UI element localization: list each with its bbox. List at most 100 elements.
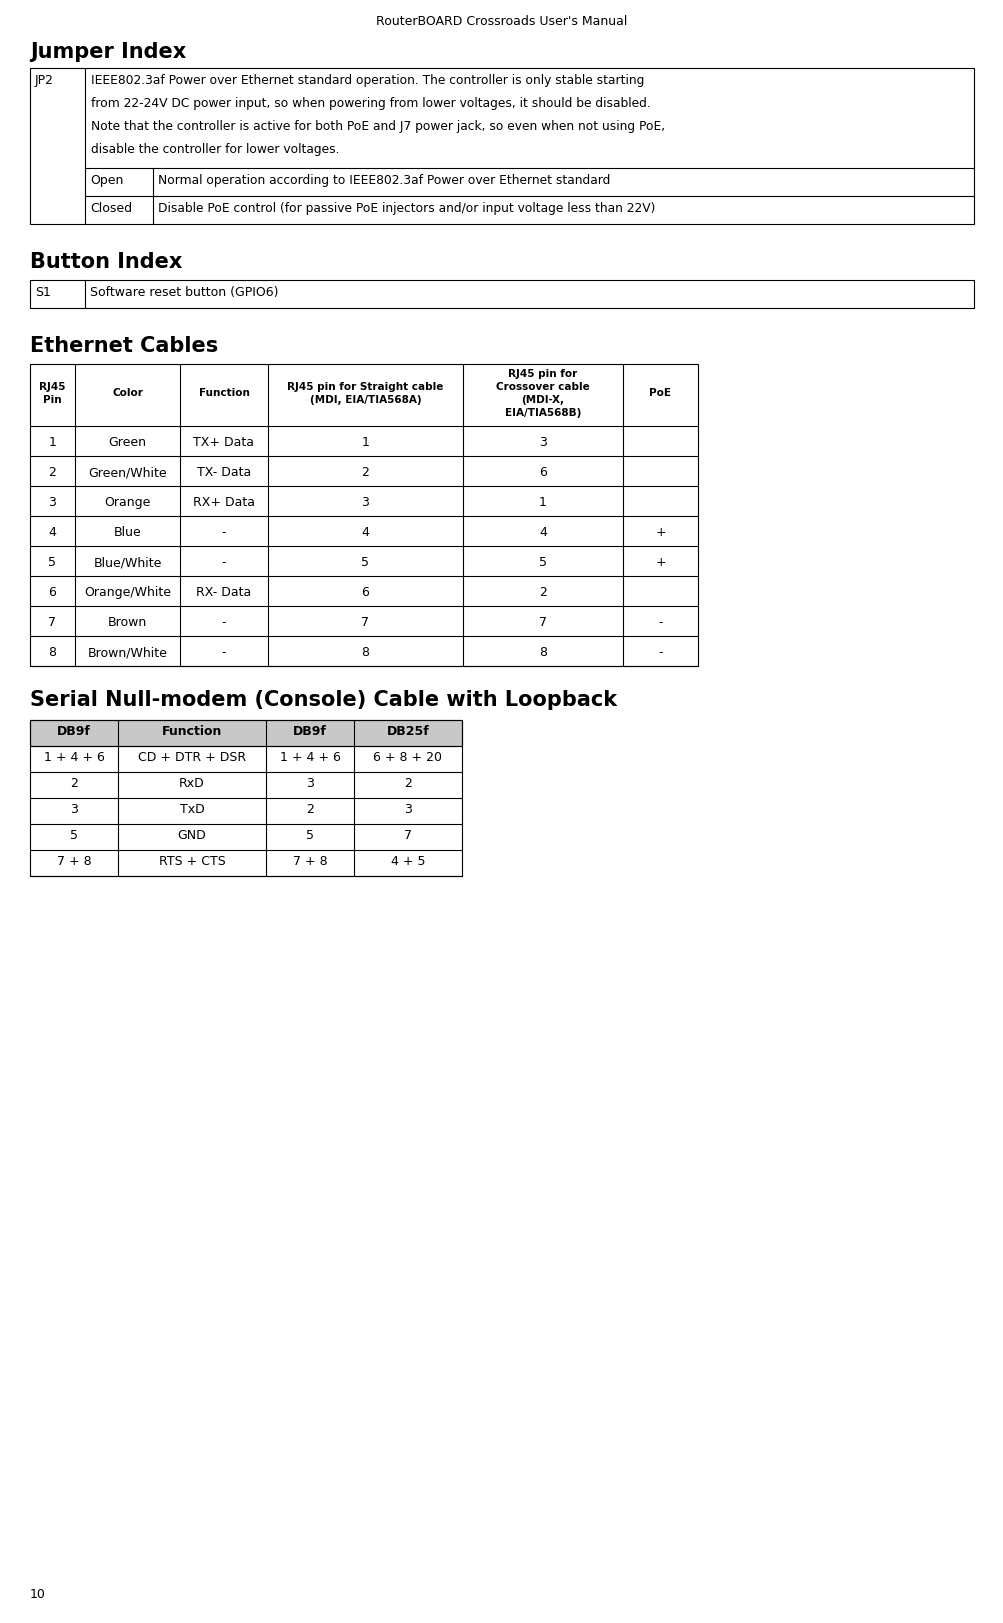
- Text: 5: 5: [306, 829, 314, 842]
- Text: Green: Green: [108, 437, 146, 450]
- Text: +: +: [655, 526, 665, 539]
- Text: Button Index: Button Index: [30, 252, 183, 273]
- Text: Serial Null-modem (Console) Cable with Loopback: Serial Null-modem (Console) Cable with L…: [30, 690, 617, 709]
- Text: RJ45: RJ45: [39, 381, 65, 393]
- Text: 7 + 8: 7 + 8: [293, 855, 327, 868]
- Text: DB9f: DB9f: [57, 725, 91, 738]
- Text: 6 + 8 + 20: 6 + 8 + 20: [373, 751, 442, 764]
- Text: 7: 7: [403, 829, 411, 842]
- Text: Brown: Brown: [107, 617, 147, 630]
- Text: Function: Function: [199, 388, 249, 399]
- Text: Color: Color: [112, 388, 142, 399]
- Text: 3: 3: [361, 497, 369, 510]
- Text: TX+ Data: TX+ Data: [194, 437, 254, 450]
- Text: 5: 5: [70, 829, 78, 842]
- Text: 7 + 8: 7 + 8: [56, 855, 91, 868]
- Text: 6: 6: [539, 466, 547, 479]
- Text: 7: 7: [361, 617, 369, 630]
- Text: 5: 5: [361, 557, 369, 570]
- Bar: [30, 281, 973, 308]
- Text: Jumper Index: Jumper Index: [30, 42, 187, 62]
- Text: 2: 2: [361, 466, 369, 479]
- Text: -: -: [222, 526, 226, 539]
- Text: disable the controller for lower voltages.: disable the controller for lower voltage…: [91, 143, 339, 156]
- Text: 3: 3: [70, 803, 78, 816]
- Text: 1 + 4 + 6: 1 + 4 + 6: [43, 751, 104, 764]
- Text: RJ45 pin for: RJ45 pin for: [508, 368, 577, 380]
- Text: Green/White: Green/White: [88, 466, 166, 479]
- Text: 5: 5: [539, 557, 547, 570]
- Text: 3: 3: [306, 777, 314, 790]
- Text: 3: 3: [403, 803, 411, 816]
- Text: RTS + CTS: RTS + CTS: [158, 855, 225, 868]
- Text: 2: 2: [403, 777, 411, 790]
- Text: EIA/TIA568B): EIA/TIA568B): [505, 407, 581, 419]
- Text: 1 + 4 + 6: 1 + 4 + 6: [279, 751, 340, 764]
- Text: S1: S1: [35, 286, 51, 299]
- Text: Function: Function: [161, 725, 222, 738]
- Bar: [30, 68, 973, 224]
- Text: 4: 4: [361, 526, 369, 539]
- Bar: [30, 721, 461, 876]
- Text: 7: 7: [539, 617, 547, 630]
- Text: Normal operation according to IEEE802.3af Power over Ethernet standard: Normal operation according to IEEE802.3a…: [157, 174, 610, 187]
- Text: 6: 6: [361, 586, 369, 599]
- Text: 1: 1: [48, 437, 56, 450]
- Text: (MDI-X,: (MDI-X,: [521, 394, 564, 406]
- Text: Pin: Pin: [43, 394, 62, 406]
- Text: RxD: RxD: [179, 777, 205, 790]
- Text: CD + DTR + DSR: CD + DTR + DSR: [137, 751, 246, 764]
- Text: RX- Data: RX- Data: [197, 586, 252, 599]
- Text: 3: 3: [539, 437, 547, 450]
- Text: JP2: JP2: [35, 75, 54, 88]
- Text: 1: 1: [539, 497, 547, 510]
- Text: 6: 6: [48, 586, 56, 599]
- Text: Open: Open: [90, 174, 123, 187]
- Text: Crossover cable: Crossover cable: [495, 381, 590, 393]
- Text: Orange/White: Orange/White: [84, 586, 171, 599]
- Text: TX- Data: TX- Data: [197, 466, 251, 479]
- Text: RJ45 pin for Straight cable: RJ45 pin for Straight cable: [287, 381, 443, 393]
- Bar: [30, 364, 697, 665]
- Bar: [30, 721, 461, 747]
- Text: 8: 8: [48, 646, 56, 659]
- Text: Software reset button (GPIO6): Software reset button (GPIO6): [90, 286, 278, 299]
- Text: DB9f: DB9f: [293, 725, 327, 738]
- Text: Blue/White: Blue/White: [93, 557, 161, 570]
- Text: 4: 4: [48, 526, 56, 539]
- Text: 2: 2: [306, 803, 314, 816]
- Text: RX+ Data: RX+ Data: [193, 497, 255, 510]
- Text: -: -: [222, 617, 226, 630]
- Text: 2: 2: [539, 586, 547, 599]
- Text: Closed: Closed: [90, 201, 132, 214]
- Text: 2: 2: [48, 466, 56, 479]
- Text: 1: 1: [361, 437, 369, 450]
- Text: 5: 5: [48, 557, 56, 570]
- Text: 8: 8: [361, 646, 369, 659]
- Text: +: +: [655, 557, 665, 570]
- Text: 4 + 5: 4 + 5: [390, 855, 425, 868]
- Text: Orange: Orange: [104, 497, 150, 510]
- Text: Note that the controller is active for both PoE and J7 power jack, so even when : Note that the controller is active for b…: [91, 120, 664, 133]
- Text: Brown/White: Brown/White: [87, 646, 168, 659]
- Text: PoE: PoE: [649, 388, 671, 399]
- Text: (MDI, EIA/TIA568A): (MDI, EIA/TIA568A): [309, 394, 421, 406]
- Text: 3: 3: [48, 497, 56, 510]
- Text: -: -: [222, 646, 226, 659]
- Text: 8: 8: [539, 646, 547, 659]
- Text: Disable PoE control (for passive PoE injectors and/or input voltage less than 22: Disable PoE control (for passive PoE inj…: [157, 201, 655, 214]
- Text: 10: 10: [30, 1587, 46, 1600]
- Text: 7: 7: [48, 617, 56, 630]
- Text: -: -: [658, 617, 662, 630]
- Text: from 22-24V DC power input, so when powering from lower voltages, it should be d: from 22-24V DC power input, so when powe…: [91, 97, 650, 110]
- Text: IEEE802.3af Power over Ethernet standard operation. The controller is only stabl: IEEE802.3af Power over Ethernet standard…: [91, 75, 644, 88]
- Text: Ethernet Cables: Ethernet Cables: [30, 336, 218, 355]
- Text: 2: 2: [70, 777, 78, 790]
- Text: TxD: TxD: [180, 803, 205, 816]
- Text: Blue: Blue: [113, 526, 141, 539]
- Text: 4: 4: [539, 526, 547, 539]
- Text: GND: GND: [178, 829, 207, 842]
- Text: -: -: [658, 646, 662, 659]
- Text: DB25f: DB25f: [386, 725, 429, 738]
- Text: RouterBOARD Crossroads User's Manual: RouterBOARD Crossroads User's Manual: [376, 15, 627, 28]
